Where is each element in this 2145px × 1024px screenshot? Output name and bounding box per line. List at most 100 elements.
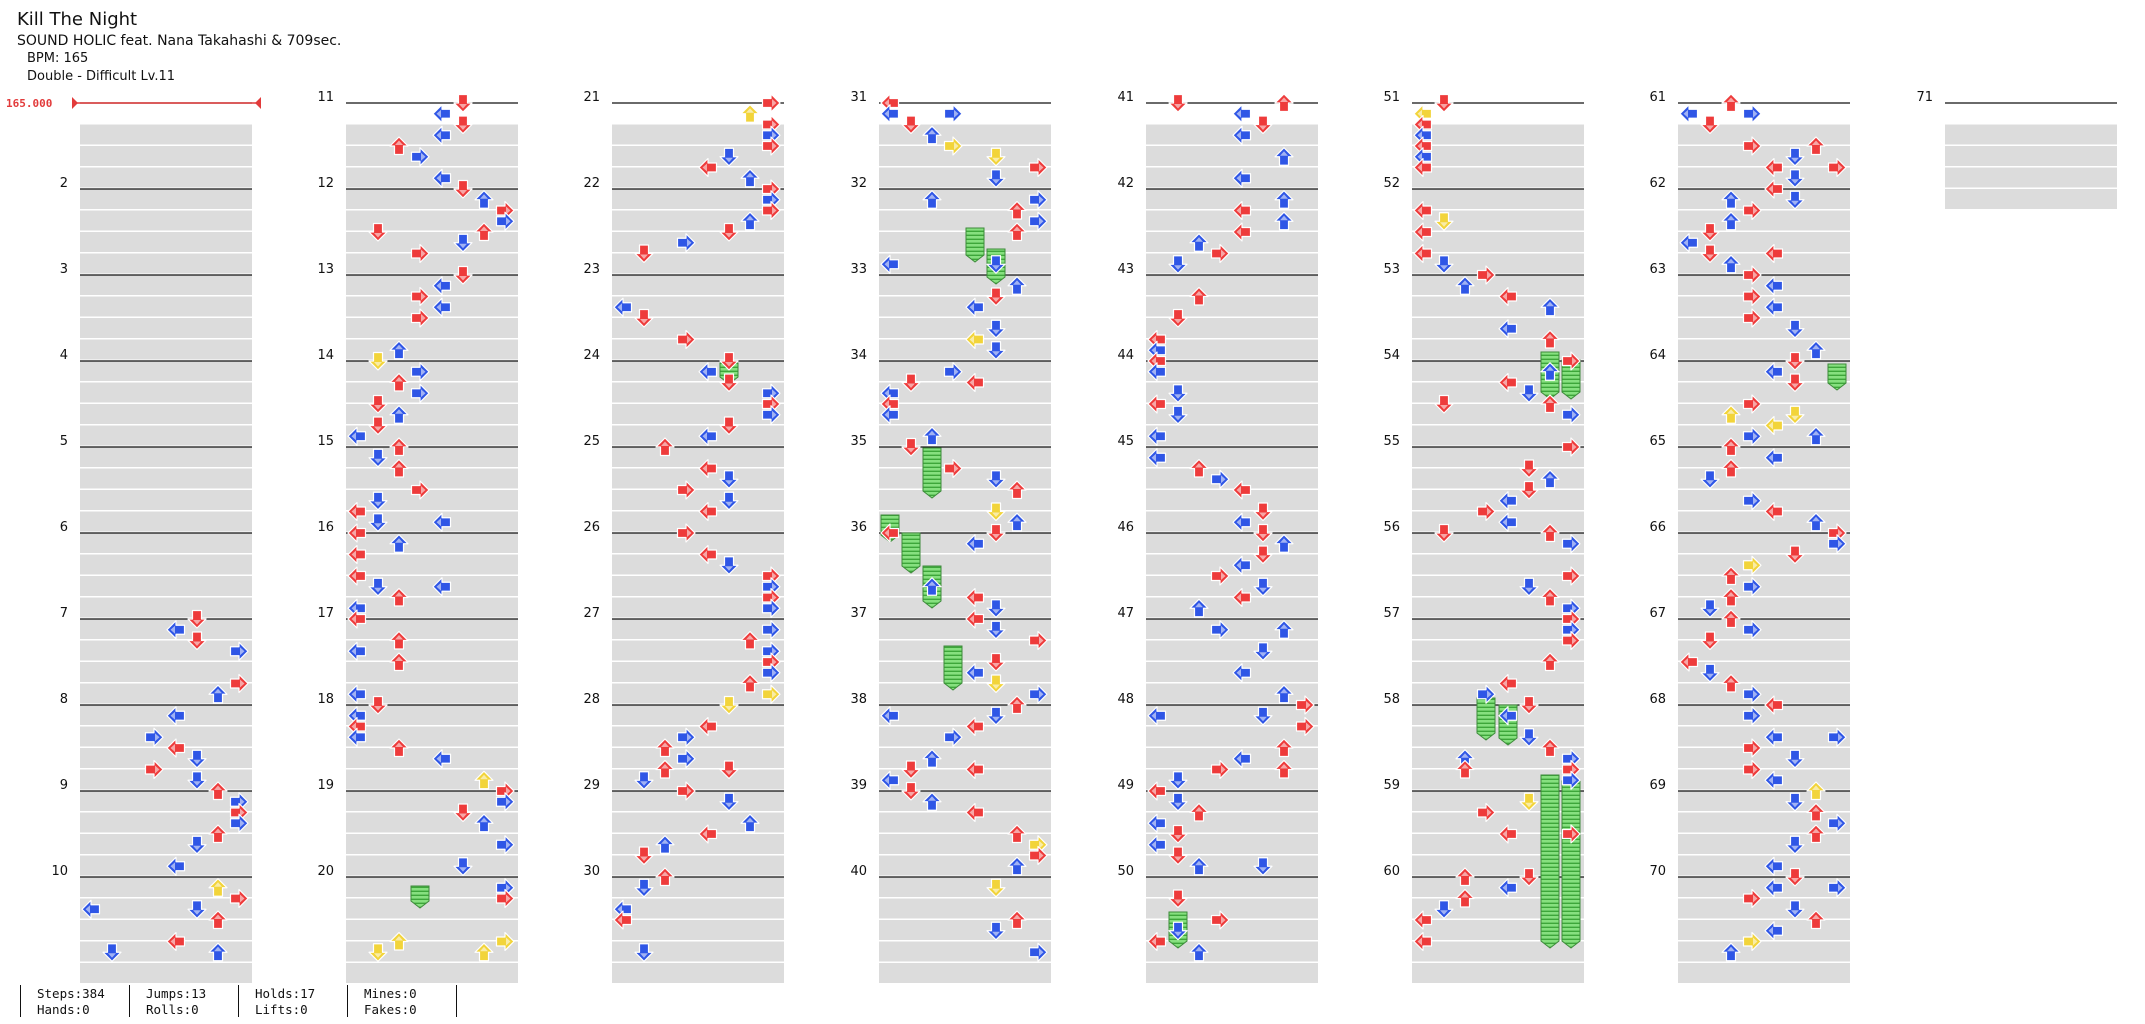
beat-stripe <box>80 167 252 188</box>
right-arrow-icon <box>1476 802 1496 823</box>
down-arrow-icon <box>1434 394 1454 414</box>
down-arrow-icon <box>1519 384 1539 403</box>
beat-stripe <box>80 855 252 876</box>
measure-number: 54 <box>1383 348 1400 363</box>
right-arrow-icon <box>1028 942 1048 962</box>
up-arrow-icon <box>1540 362 1560 381</box>
up-arrow-icon <box>922 190 942 209</box>
stats-col-1: Steps:384 Hands:0 <box>20 985 129 1017</box>
measure-number: 64 <box>1649 348 1666 363</box>
up-arrow-icon <box>208 684 228 704</box>
song-title: Kill The Night <box>17 9 138 30</box>
left-arrow-icon <box>880 770 900 790</box>
left-arrow-icon <box>432 577 452 597</box>
beat-stripe <box>80 554 252 575</box>
beat-stripe <box>1412 941 1584 962</box>
down-arrow-icon <box>901 115 921 135</box>
down-arrow-icon <box>1434 255 1454 274</box>
down-arrow-icon <box>634 846 654 866</box>
measure-number: 53 <box>1383 262 1400 277</box>
beat-stripe <box>1412 167 1584 188</box>
beat-stripe <box>80 963 252 983</box>
left-arrow-icon <box>1232 222 1252 242</box>
right-arrow-icon <box>1742 555 1762 575</box>
down-arrow-icon <box>986 319 1006 339</box>
left-arrow-icon <box>1232 587 1252 608</box>
up-arrow-icon <box>1455 888 1475 908</box>
beat-stripe <box>879 447 1051 467</box>
beat-stripe <box>1678 748 1850 768</box>
down-arrow-icon <box>1785 169 1805 188</box>
beat-stripe <box>1945 189 2117 209</box>
left-arrow-icon <box>965 587 985 608</box>
beat-stripe <box>1146 533 1318 553</box>
right-arrow-icon <box>1742 136 1762 156</box>
beat-stripe <box>1678 339 1850 360</box>
measure-number: 23 <box>583 262 600 277</box>
beat-stripe <box>612 425 784 446</box>
beat-stripe <box>1678 124 1850 145</box>
measure-number: 49 <box>1117 778 1134 793</box>
beat-stripe <box>346 189 518 209</box>
measure-number: 36 <box>850 520 867 535</box>
down-arrow-icon <box>187 631 207 651</box>
beat-stripe <box>879 554 1051 575</box>
right-arrow-icon <box>495 792 515 812</box>
beat-stripe <box>612 533 784 553</box>
left-arrow-icon <box>1147 448 1167 468</box>
left-arrow-icon <box>1498 491 1518 511</box>
beat-stripe <box>346 124 518 145</box>
beat-stripe <box>1412 533 1584 553</box>
up-arrow-icon <box>1274 534 1294 553</box>
up-arrow-icon <box>389 931 409 951</box>
beat-stripe <box>612 146 784 166</box>
stats-col-2: Jumps:13 Rolls:0 <box>129 985 238 1017</box>
up-arrow-icon <box>1274 738 1294 758</box>
beat-stripe <box>879 769 1051 790</box>
beat-stripe <box>879 167 1051 188</box>
beat-stripe <box>346 748 518 768</box>
down-arrow-icon <box>453 93 473 113</box>
beat-stripe <box>80 576 252 596</box>
down-arrow-icon <box>986 921 1006 941</box>
up-arrow-icon <box>1806 910 1826 930</box>
measure-number: 70 <box>1649 864 1666 879</box>
up-arrow-icon <box>1721 437 1741 457</box>
chart-difficulty: Double - Difficult Lv.11 <box>27 69 176 84</box>
up-arrow-icon <box>655 867 675 887</box>
left-arrow-icon <box>166 738 186 758</box>
measure-number: 67 <box>1649 606 1666 621</box>
right-arrow-icon <box>1742 577 1762 597</box>
down-arrow-icon <box>1434 900 1454 919</box>
measure-number: 13 <box>317 262 334 277</box>
down-arrow-icon <box>901 373 921 393</box>
down-arrow-icon <box>1168 792 1188 812</box>
right-arrow-icon <box>495 931 515 952</box>
up-arrow-icon <box>1189 286 1209 306</box>
beat-stripe <box>879 232 1051 252</box>
right-arrow-icon <box>410 362 430 382</box>
stats-footer: Steps:384 Hands:0 Jumps:13 Rolls:0 Holds… <box>20 985 457 1017</box>
beat-stripe <box>1146 640 1318 661</box>
beat-stripe <box>346 361 518 381</box>
left-arrow-icon <box>1147 813 1167 833</box>
measure-number: 58 <box>1383 692 1400 707</box>
beat-stripe <box>1412 146 1584 166</box>
up-arrow-icon <box>740 673 760 693</box>
up-arrow-icon <box>1455 759 1475 779</box>
right-arrow-icon <box>1742 491 1762 511</box>
beat-stripe <box>346 382 518 403</box>
up-arrow-icon <box>1007 695 1027 715</box>
beat-stripe <box>80 490 252 510</box>
down-arrow-icon <box>719 695 739 715</box>
beat-stripe <box>879 640 1051 661</box>
up-arrow-icon <box>655 759 675 779</box>
up-arrow-icon <box>389 340 409 360</box>
beat-stripe <box>346 834 518 854</box>
down-arrow-icon <box>634 878 654 898</box>
beat-stripe <box>879 490 1051 510</box>
down-arrow-icon <box>1700 631 1720 651</box>
measure-number: 38 <box>850 692 867 707</box>
right-arrow-icon <box>1742 738 1762 758</box>
right-arrow-icon <box>943 136 963 156</box>
